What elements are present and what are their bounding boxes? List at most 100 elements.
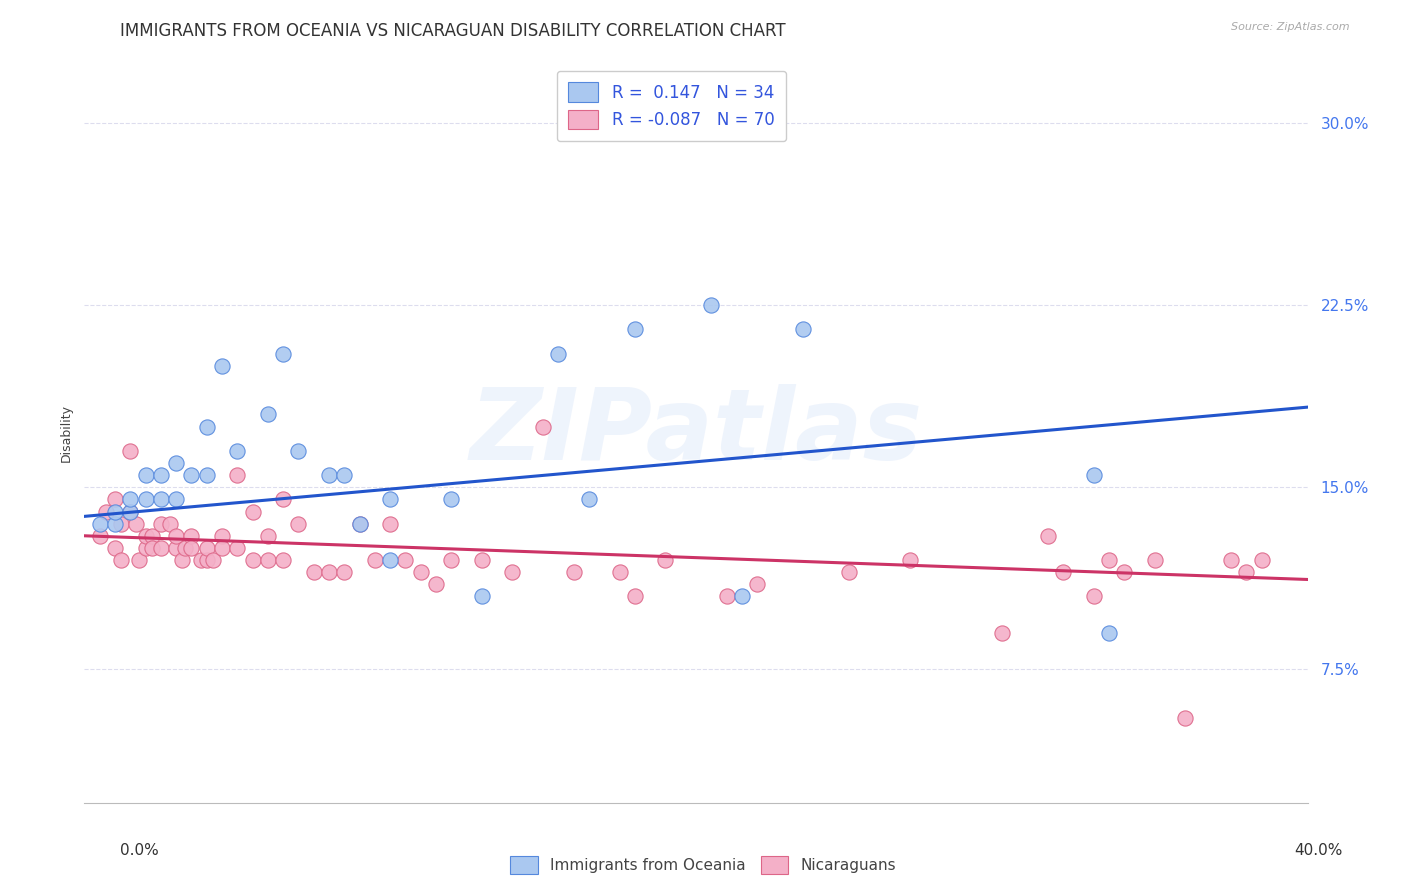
Point bbox=[747, 577, 769, 591]
Point bbox=[1098, 626, 1121, 640]
Point bbox=[165, 541, 187, 555]
Point bbox=[149, 492, 172, 507]
Point bbox=[624, 322, 647, 336]
Point bbox=[731, 590, 754, 604]
Point bbox=[211, 541, 233, 555]
Point bbox=[195, 468, 218, 483]
Point bbox=[257, 553, 280, 567]
Point bbox=[440, 492, 463, 507]
Point bbox=[349, 516, 371, 531]
Point bbox=[1098, 553, 1121, 567]
Text: Source: ZipAtlas.com: Source: ZipAtlas.com bbox=[1232, 22, 1350, 32]
Point bbox=[425, 577, 447, 591]
Point bbox=[471, 553, 494, 567]
Point bbox=[135, 468, 157, 483]
Text: ZIPatlas: ZIPatlas bbox=[470, 384, 922, 481]
Point bbox=[89, 529, 111, 543]
Point bbox=[380, 516, 402, 531]
Legend: Immigrants from Oceania, Nicaraguans: Immigrants from Oceania, Nicaraguans bbox=[503, 850, 903, 880]
Point bbox=[242, 553, 264, 567]
Point bbox=[562, 565, 585, 579]
Point bbox=[257, 408, 280, 422]
Point bbox=[578, 492, 600, 507]
Point bbox=[333, 565, 356, 579]
Point bbox=[165, 529, 187, 543]
Point bbox=[991, 626, 1014, 640]
Point bbox=[700, 298, 723, 312]
Point bbox=[226, 468, 249, 483]
Point bbox=[531, 419, 554, 434]
Point bbox=[120, 443, 142, 458]
Point bbox=[135, 529, 157, 543]
Point bbox=[135, 541, 157, 555]
Point bbox=[149, 516, 172, 531]
Point bbox=[364, 553, 387, 567]
Point bbox=[287, 443, 309, 458]
Point bbox=[172, 553, 194, 567]
Point bbox=[104, 516, 127, 531]
Point bbox=[89, 516, 111, 531]
Point bbox=[110, 553, 132, 567]
Point bbox=[104, 541, 127, 555]
Point bbox=[654, 553, 676, 567]
Point bbox=[110, 516, 132, 531]
Point bbox=[174, 541, 197, 555]
Point bbox=[471, 590, 494, 604]
Point bbox=[125, 516, 148, 531]
Point bbox=[180, 541, 202, 555]
Point bbox=[180, 529, 202, 543]
Point bbox=[502, 565, 524, 579]
Point bbox=[195, 419, 218, 434]
Point bbox=[165, 492, 187, 507]
Point bbox=[624, 590, 647, 604]
Point bbox=[190, 553, 212, 567]
Point bbox=[1236, 565, 1258, 579]
Text: IMMIGRANTS FROM OCEANIA VS NICARAGUAN DISABILITY CORRELATION CHART: IMMIGRANTS FROM OCEANIA VS NICARAGUAN DI… bbox=[120, 22, 785, 40]
Point bbox=[128, 553, 150, 567]
Point bbox=[380, 553, 402, 567]
Point bbox=[226, 541, 249, 555]
Point bbox=[898, 553, 921, 567]
Point bbox=[440, 553, 463, 567]
Point bbox=[159, 516, 181, 531]
Point bbox=[120, 504, 142, 518]
Point bbox=[141, 529, 163, 543]
Point bbox=[271, 347, 294, 361]
Point bbox=[409, 565, 432, 579]
Point bbox=[104, 492, 127, 507]
Point bbox=[333, 468, 356, 483]
Point bbox=[287, 516, 309, 531]
Point bbox=[120, 504, 142, 518]
Point bbox=[1083, 468, 1105, 483]
Point bbox=[211, 359, 233, 373]
Point bbox=[716, 590, 738, 604]
Point bbox=[1083, 590, 1105, 604]
Point bbox=[195, 541, 218, 555]
Point bbox=[1143, 553, 1166, 567]
Point bbox=[394, 553, 416, 567]
Point bbox=[195, 553, 218, 567]
Point bbox=[1174, 711, 1197, 725]
Point bbox=[104, 504, 127, 518]
Point bbox=[318, 565, 340, 579]
Point bbox=[609, 565, 631, 579]
Y-axis label: Disability: Disability bbox=[60, 403, 73, 462]
Point bbox=[165, 456, 187, 470]
Point bbox=[1052, 565, 1074, 579]
Point bbox=[242, 504, 264, 518]
Point bbox=[226, 443, 249, 458]
Point bbox=[1114, 565, 1136, 579]
Point bbox=[1250, 553, 1272, 567]
Point bbox=[547, 347, 569, 361]
Legend: R =  0.147   N = 34, R = -0.087   N = 70: R = 0.147 N = 34, R = -0.087 N = 70 bbox=[557, 70, 786, 141]
Point bbox=[120, 492, 142, 507]
Point bbox=[271, 553, 294, 567]
Point bbox=[211, 529, 233, 543]
Point bbox=[141, 541, 163, 555]
Point bbox=[792, 322, 814, 336]
Point bbox=[271, 492, 294, 507]
Point bbox=[349, 516, 371, 531]
Point bbox=[94, 504, 117, 518]
Point bbox=[838, 565, 860, 579]
Point bbox=[180, 468, 202, 483]
